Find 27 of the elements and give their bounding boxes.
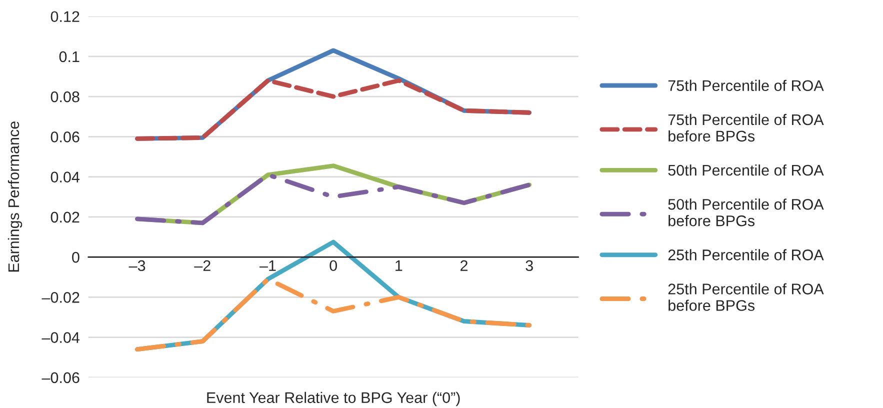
y-tick-label: 0.04: [50, 172, 80, 182]
x-tick-label: –1: [259, 260, 276, 271]
legend-label: 25th Percentile of ROA before BPGs: [668, 283, 824, 311]
y-tick-label: –0.06: [42, 372, 80, 384]
x-tick-label: 2: [460, 260, 468, 271]
y-tick-label: 0.06: [50, 132, 80, 142]
x-axis-title: Event Year Relative to BPG Year (“0”): [207, 392, 460, 406]
x-tick-label: 3: [526, 260, 533, 272]
y-axis-title: Earnings Performance: [8, 122, 22, 272]
x-tick-label: 0: [330, 260, 337, 272]
y-tick-label: 0.1: [59, 51, 80, 62]
line-series: [135, 78, 532, 141]
y-tick-label: 0.12: [50, 11, 80, 22]
x-tick-label: –2: [194, 260, 210, 271]
y-tick-label: 0.02: [50, 212, 80, 223]
x-tick-label: –3: [128, 260, 146, 272]
y-tick-label: 0: [72, 252, 80, 263]
line-series: [135, 276, 532, 352]
legend-label: 50th Percentile of ROA before BPGs: [668, 198, 824, 226]
y-tick-label: 0.08: [50, 91, 80, 102]
x-tick-label: 1: [396, 260, 402, 271]
legend-label: 50th Percentile of ROA: [668, 164, 824, 176]
legend-label: 25th Percentile of ROA: [668, 249, 824, 260]
y-tick-label: –0.04: [42, 332, 80, 343]
legend-label: 75th Percentile of ROA before BPGs: [668, 114, 824, 142]
legend-label: 75th Percentile of ROA: [668, 80, 824, 92]
y-tick-label: –0.02: [42, 292, 80, 303]
